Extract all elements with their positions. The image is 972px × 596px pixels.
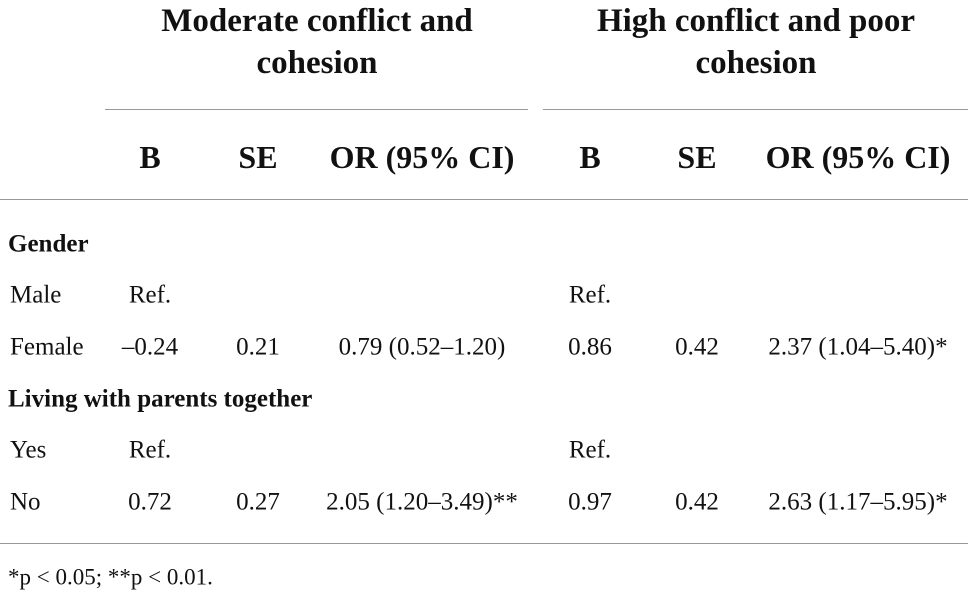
cell: 2.63 (1.17–5.95)*	[768, 488, 948, 516]
cell: Ref.	[128, 281, 172, 309]
column-header: OR (95% CI)	[329, 139, 515, 175]
column-header: SE	[677, 139, 717, 175]
column-header: B	[139, 139, 161, 175]
rule	[105, 109, 528, 110]
row-label: Yes	[10, 436, 47, 464]
cell: 0.42	[675, 333, 719, 361]
rule	[0, 543, 968, 544]
row-label: Male	[10, 281, 62, 309]
cell: Ref.	[568, 436, 612, 464]
footnote: *p < 0.05; **p < 0.01.	[8, 564, 213, 590]
cell: Ref.	[128, 436, 172, 464]
column-header: OR (95% CI)	[765, 139, 951, 175]
cell: Ref.	[568, 281, 612, 309]
cell: 0.97	[568, 488, 612, 516]
rule	[543, 109, 968, 110]
cell: –0.24	[121, 333, 179, 361]
cell: 0.86	[568, 333, 612, 361]
column-header: B	[579, 139, 601, 175]
cell: 2.05 (1.20–3.49)**	[326, 488, 518, 516]
rule	[0, 199, 968, 200]
row-label: No	[10, 488, 41, 516]
section-title: Gender	[8, 230, 89, 258]
cell: 2.37 (1.04–5.40)*	[768, 333, 948, 361]
cell: 0.21	[236, 333, 280, 361]
column-header: SE	[238, 139, 278, 175]
section-title: Living with parents together	[8, 385, 313, 413]
cell: 0.27	[236, 488, 280, 516]
cell: 0.72	[128, 488, 172, 516]
group-header: Moderate conflict and cohesion	[161, 3, 473, 81]
cell: 0.79 (0.52–1.20)	[338, 333, 506, 361]
cell: 0.42	[675, 488, 719, 516]
row-label: Female	[10, 333, 84, 361]
group-header: High conflict and poor cohesion	[596, 3, 916, 81]
